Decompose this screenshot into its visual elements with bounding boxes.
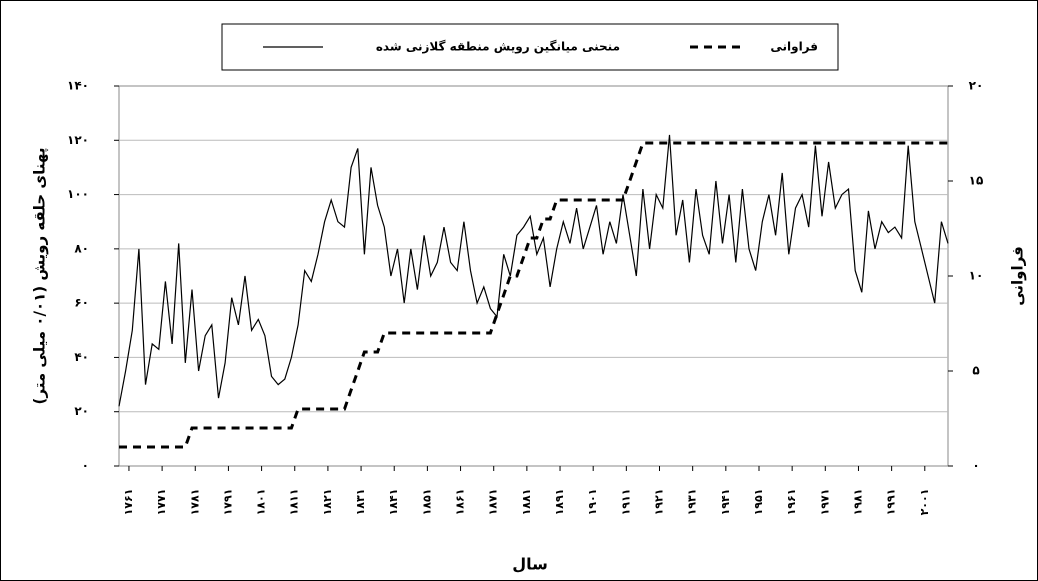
y-axis-label: پهنای حلقه رویش (۰/۰۱ میلی متر) xyxy=(31,148,50,405)
x-tick-label: ۲۰۰۱ xyxy=(918,489,931,516)
y-tick-label: ۱۰۰ xyxy=(67,187,89,201)
x-tick-label: ۱۹۴۱ xyxy=(719,489,732,516)
x-tick-label: ۱۹۸۱ xyxy=(851,489,864,516)
x-tick-label: ۱۸۹۱ xyxy=(553,489,566,516)
y-tick-label: ۲۰ xyxy=(74,404,89,418)
x-tick-label: ۱۷۹۱ xyxy=(221,489,234,516)
legend-label: فراوانی xyxy=(770,40,818,55)
y-tick-label: ۸۰ xyxy=(74,241,89,255)
series-line xyxy=(118,134,949,407)
frequency-line xyxy=(119,141,948,449)
x-tick-label: ۱۸۵۱ xyxy=(420,489,433,516)
y-tick-label: ۱۲۰ xyxy=(67,133,89,147)
x-tick-label: ۱۹۲۱ xyxy=(653,489,666,516)
y2-tick-label: ۰ xyxy=(972,459,979,473)
x-tick-label: ۱۹۶۱ xyxy=(785,489,798,516)
x-tick-label: ۱۸۷۱ xyxy=(487,489,500,516)
x-tick-label: ۱۹۳۱ xyxy=(686,489,699,516)
y2-tick-label: ۵ xyxy=(972,364,979,378)
x-tick-label: ۱۹۱۱ xyxy=(619,489,632,516)
y-tick-label: ۴۰ xyxy=(74,350,89,364)
x-tick-label: ۱۷۸۱ xyxy=(188,489,201,516)
x-tick-label: ۱۹۹۱ xyxy=(885,489,898,516)
x-tick-label: ۱۸۶۱ xyxy=(454,489,467,516)
x-tick-label: ۱۸۴۱ xyxy=(387,489,400,516)
x-axis-label: سال xyxy=(512,555,548,574)
y2-axis-label: فراوانی xyxy=(1009,246,1027,306)
x-tick-label: ۱۷۶۱ xyxy=(122,489,135,516)
x-tick-label: ۱۸۱۱ xyxy=(288,489,301,516)
x-tick-label: ۱۷۷۱ xyxy=(155,489,168,516)
x-tick-label: ۱۸۸۱ xyxy=(520,489,533,516)
y2-tick-label: ۲۰ xyxy=(969,79,984,93)
y2-tick-label: ۱۵ xyxy=(969,174,984,188)
x-tick-label: ۱۹۵۱ xyxy=(752,489,765,516)
x-tick-label: ۱۸۰۱ xyxy=(255,489,268,516)
x-tick-label: ۱۸۲۱ xyxy=(321,489,334,516)
y-tick-label: ۱۴۰ xyxy=(67,79,89,93)
x-tick-label: ۱۹۷۱ xyxy=(818,489,831,516)
x-tick-label: ۱۸۳۱ xyxy=(354,489,367,516)
x-tick-label: ۱۹۰۱ xyxy=(586,489,599,516)
y-tick-label: ۶۰ xyxy=(74,296,89,310)
legend-label: منحنی میانگین رویش منطقه گلازنی شده xyxy=(376,40,620,55)
y2-tick-label: ۱۰ xyxy=(969,269,984,283)
y-tick-label: ۰ xyxy=(82,459,89,473)
